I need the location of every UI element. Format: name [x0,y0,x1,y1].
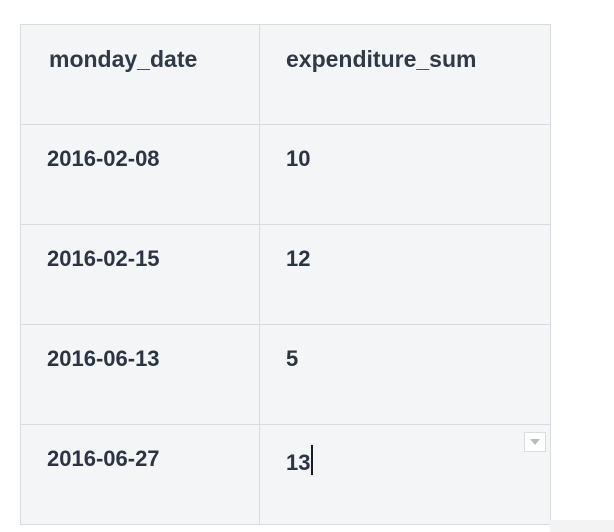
data-table-container: monday_date expenditure_sum 2016-02-08 1… [20,24,551,525]
cell-value: 12 [286,246,311,271]
table-row: 2016-02-15 12 [20,224,551,325]
column-header-monday-date[interactable]: monday_date [20,24,260,125]
table-cell-expenditure-sum[interactable]: 10 [259,124,551,225]
table-cell-monday-date[interactable]: 2016-06-13 [20,324,260,425]
cell-value: 5 [286,346,299,371]
cell-value: 2016-02-15 [47,246,160,271]
table-cell-monday-date[interactable]: 2016-02-15 [20,224,260,325]
table-cell-expenditure-sum[interactable]: 12 [259,224,551,325]
cell-value: 10 [286,146,311,171]
table-row: 2016-06-27 13 [20,424,551,525]
cell-editor[interactable]: 13 [260,425,550,477]
table-row: 2016-02-08 10 [20,124,551,225]
column-header-label: expenditure_sum [286,46,477,72]
column-header-label: monday_date [49,46,198,72]
table-cell-expenditure-sum[interactable]: 5 [259,324,551,425]
table-row: 2016-06-13 5 [20,324,551,425]
cell-dropdown-button[interactable] [524,432,546,452]
table-cell-expenditure-sum-editing[interactable]: 13 [259,424,551,525]
data-table: monday_date expenditure_sum 2016-02-08 1… [20,24,551,525]
table-header-row: monday_date expenditure_sum [20,24,551,125]
table-cell-monday-date[interactable]: 2016-06-27 [20,424,260,525]
text-caret [311,445,314,475]
background-strip [550,520,614,532]
cell-value: 2016-02-08 [47,146,160,171]
cell-value: 13 [286,450,311,475]
chevron-down-icon [530,439,540,445]
table-cell-monday-date[interactable]: 2016-02-08 [20,124,260,225]
column-header-expenditure-sum[interactable]: expenditure_sum [259,24,551,125]
cell-value: 2016-06-13 [47,346,160,371]
cell-value: 2016-06-27 [47,446,160,471]
